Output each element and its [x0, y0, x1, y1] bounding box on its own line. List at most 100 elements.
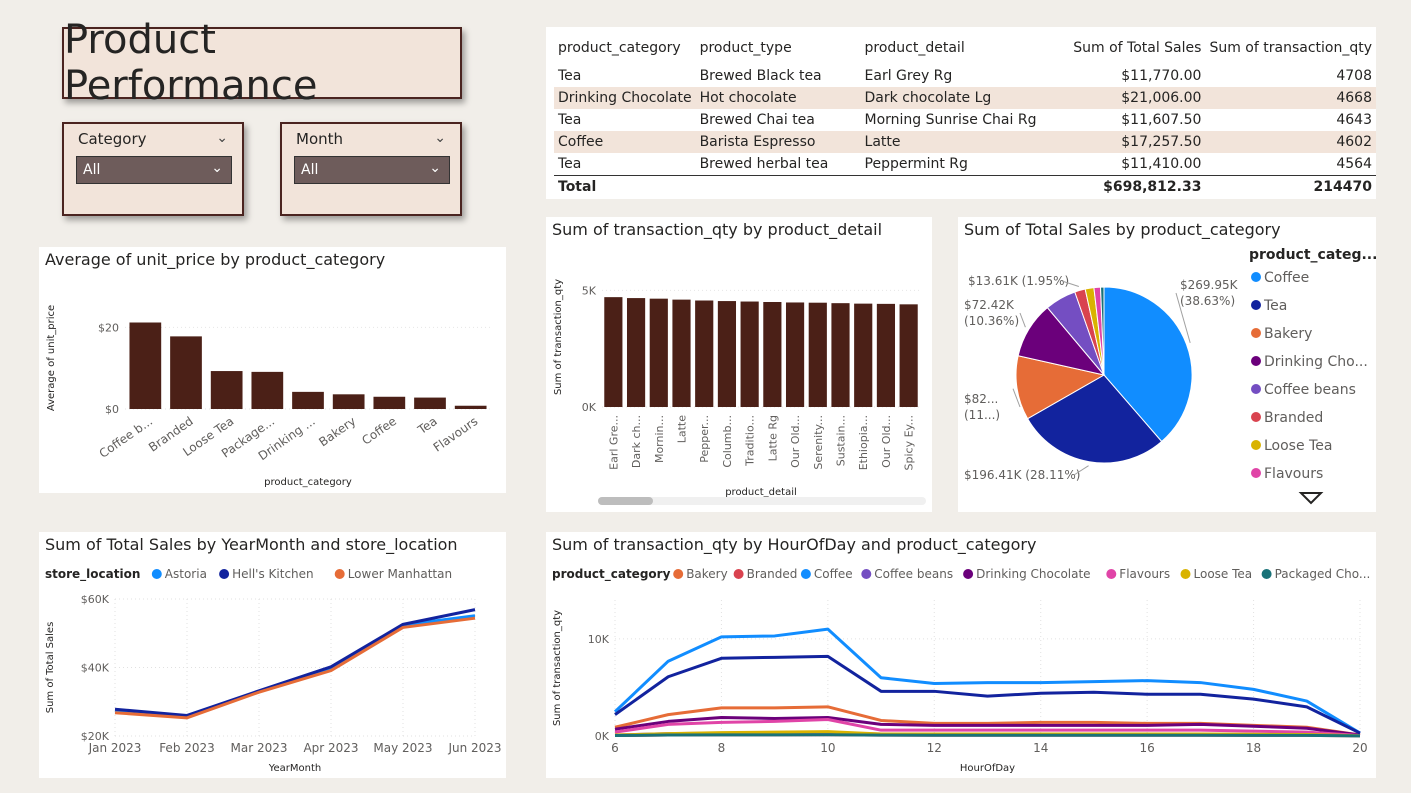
- legend-title: product_categ...: [1249, 247, 1376, 263]
- x-tick-label: 20: [1352, 741, 1367, 755]
- table-row[interactable]: Tea Brewed herbal tea Peppermint Rg $11,…: [554, 153, 1376, 176]
- bar: [373, 396, 406, 409]
- legend-item: Branded: [1264, 410, 1323, 426]
- series-line: [114, 608, 476, 717]
- qty-hour-chart-card: Sum of transaction_qty by HourOfDay and …: [546, 532, 1376, 778]
- x-tick-label: Latte: [676, 415, 689, 443]
- pie-leader-line: [1073, 465, 1089, 476]
- bar: [332, 394, 365, 409]
- bar: [854, 303, 873, 407]
- column-header[interactable]: product_category: [558, 40, 681, 56]
- y-tick-label: $20K: [81, 730, 110, 743]
- x-tick-label: Coffee b...: [97, 414, 156, 461]
- pie-leader-line: [1061, 280, 1079, 287]
- horizontal-scrollbar-thumb[interactable]: [598, 497, 653, 505]
- y-tick-label: 5K: [582, 284, 597, 297]
- legend-marker: [963, 569, 974, 579]
- legend-marker: [1251, 300, 1261, 310]
- bar: [785, 302, 805, 407]
- pie-slice: [1099, 286, 1105, 376]
- pie-data-label: (10.36%): [964, 314, 1019, 328]
- series-line: [114, 616, 476, 720]
- bar: [831, 303, 850, 407]
- table-cell: $17,257.50: [1057, 131, 1206, 153]
- table-cell: Peppermint Rg: [864, 156, 968, 172]
- table-cell: 4602: [1205, 131, 1376, 153]
- legend-item: Flavours: [1264, 466, 1323, 482]
- x-axis-title: product_category: [264, 477, 352, 488]
- column-header[interactable]: Sum of Total Sales: [1073, 40, 1202, 56]
- chevron-down-icon[interactable]: ⌄: [434, 130, 446, 146]
- legend-item: Hell's Kitchen: [232, 567, 314, 581]
- y-tick-label: 0K: [582, 401, 597, 414]
- category-dropdown[interactable]: All ⌄: [76, 156, 232, 184]
- table-cell: Barista Espresso: [695, 131, 861, 153]
- pie-data-label: $13.61K (1.95%): [968, 274, 1069, 288]
- series-line: [614, 716, 1361, 737]
- table-row[interactable]: Tea Brewed Black tea Earl Grey Rg $11,77…: [554, 65, 1376, 87]
- bar: [414, 397, 446, 409]
- legend-marker: [1251, 468, 1261, 478]
- x-tick-label: Pepper...: [698, 415, 711, 463]
- table-cell: Coffee: [554, 131, 696, 153]
- legend-marker: [334, 569, 345, 579]
- table-cell: Morning Sunrise Chai Rg: [864, 112, 1037, 128]
- series-line: [614, 654, 1361, 735]
- page-title: Product Performance: [62, 17, 462, 109]
- table-cell: Hot chocolate: [695, 87, 861, 109]
- x-tick-label: 12: [927, 741, 942, 755]
- series-line: [614, 733, 1361, 738]
- legend-item: Coffee: [814, 567, 853, 581]
- chevron-down-icon[interactable]: ⌄: [216, 130, 228, 146]
- legend-scroll-down-icon[interactable]: [1298, 492, 1324, 505]
- bar: [717, 301, 737, 407]
- column-header[interactable]: Sum of transaction_qty: [1209, 40, 1372, 56]
- table-cell: $11,770.00: [1121, 68, 1202, 84]
- legend-marker: [800, 569, 811, 579]
- x-tick-label: Apr 2023: [303, 741, 358, 755]
- x-tick-label: May 2023: [373, 741, 432, 755]
- bar: [454, 405, 487, 409]
- sales-month-line-chart: $20K $40K $60K Jan 2023 Feb 2023 Mar 2023 Apr …: [45, 567, 502, 774]
- legend-marker: [1106, 569, 1117, 579]
- column-header[interactable]: product_detail: [864, 40, 965, 56]
- chart-title: Average of unit_price by product_categor…: [45, 250, 386, 269]
- legend-marker: [1180, 569, 1191, 579]
- bar: [695, 300, 714, 407]
- legend-item: Lower Manhattan: [348, 567, 452, 581]
- sales-pie-chart: $269.95K (38.63%) $196.41K (28.11%) $82... (…: [964, 247, 1376, 505]
- bar: [740, 301, 759, 407]
- y-axis-title: Sum of transaction_qty: [552, 610, 563, 726]
- table-cell: Dark chocolate Lg: [860, 87, 1058, 109]
- x-tick-label: Our Old...: [789, 415, 802, 468]
- x-tick-label: Sustain...: [835, 415, 848, 466]
- month-slicer[interactable]: Month ⌄ All ⌄: [280, 122, 462, 216]
- table-cell: Tea: [558, 156, 582, 172]
- table-cell: 4708: [1336, 68, 1372, 84]
- bar: [292, 391, 324, 409]
- x-tick-label: Earl Gre...: [607, 415, 620, 470]
- chart-title: Sum of Total Sales by product_category: [964, 220, 1281, 239]
- category-slicer[interactable]: Category ⌄ All ⌄: [62, 122, 244, 216]
- x-tick-label: 18: [1246, 741, 1261, 755]
- y-tick-label: $0: [105, 403, 119, 416]
- table-row[interactable]: Drinking Chocolate Hot chocolate Dark ch…: [554, 87, 1376, 109]
- x-tick-label: Serenity...: [812, 415, 825, 470]
- pie-data-label: (11...): [964, 408, 1000, 422]
- sales-table-card: product_category product_type product_de…: [546, 27, 1376, 199]
- table-cell: Drinking Chocolate: [554, 87, 696, 109]
- table-row[interactable]: Coffee Barista Espresso Latte $17,257.50…: [554, 131, 1376, 153]
- legend-item: Packaged Cho...: [1275, 567, 1371, 581]
- legend-marker: [1251, 384, 1261, 394]
- legend-item: Bakery: [686, 567, 728, 581]
- x-tick-label: Latte Rg: [766, 415, 779, 461]
- column-header[interactable]: product_type: [699, 40, 792, 56]
- y-tick-label: $40K: [81, 662, 110, 675]
- legend-marker: [673, 569, 684, 579]
- table-row[interactable]: Tea Brewed Chai tea Morning Sunrise Chai…: [554, 109, 1376, 131]
- bar: [899, 304, 918, 407]
- qty-detail-chart-card: Sum of transaction_qty by product_detail…: [546, 217, 932, 512]
- sales-table: product_category product_type product_de…: [554, 31, 1376, 198]
- month-dropdown[interactable]: All ⌄: [294, 156, 450, 184]
- x-tick-label: 6: [611, 741, 619, 755]
